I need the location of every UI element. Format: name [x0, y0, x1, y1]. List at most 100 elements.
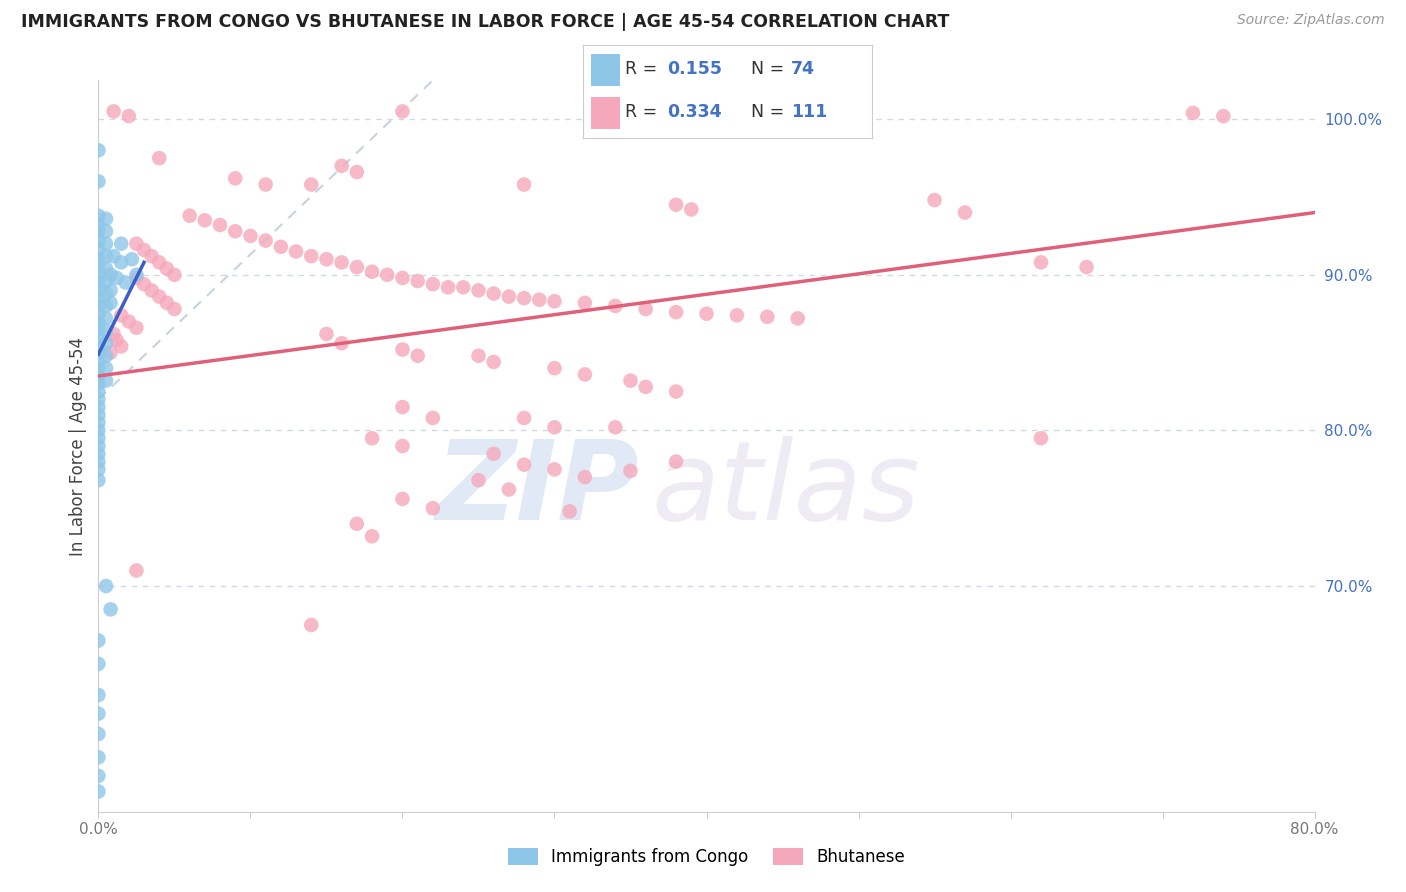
Point	[756, 310, 779, 324]
FancyBboxPatch shape	[591, 54, 620, 86]
Point	[619, 374, 641, 388]
Point	[239, 228, 262, 243]
Point	[94, 236, 117, 251]
Point	[87, 431, 110, 445]
Point	[163, 268, 186, 282]
Point	[132, 243, 155, 257]
Point	[634, 380, 657, 394]
Point	[125, 320, 148, 334]
Point	[513, 291, 536, 305]
Point	[285, 244, 308, 259]
Point	[391, 271, 413, 285]
Point	[87, 473, 110, 487]
Point	[605, 420, 627, 434]
Point	[605, 299, 627, 313]
Point	[634, 301, 657, 316]
Point	[437, 280, 460, 294]
Point	[361, 529, 384, 543]
Point	[94, 311, 117, 326]
Point	[87, 314, 110, 328]
Point	[467, 349, 489, 363]
Point	[1029, 431, 1052, 445]
Point	[1076, 260, 1098, 274]
Text: 0.155: 0.155	[666, 60, 723, 78]
Point	[270, 240, 292, 254]
Point	[346, 516, 368, 531]
Point	[513, 411, 536, 425]
Point	[141, 249, 163, 263]
Point	[87, 234, 110, 248]
Point	[114, 276, 136, 290]
Point	[87, 706, 110, 721]
Point	[87, 454, 110, 468]
Point	[315, 326, 337, 341]
Point	[361, 265, 384, 279]
Text: IMMIGRANTS FROM CONGO VS BHUTANESE IN LABOR FORCE | AGE 45-54 CORRELATION CHART: IMMIGRANTS FROM CONGO VS BHUTANESE IN LA…	[21, 13, 949, 31]
Point	[94, 324, 117, 338]
Point	[543, 462, 565, 476]
Point	[148, 151, 170, 165]
Point	[118, 109, 141, 123]
Point	[299, 618, 322, 632]
Point	[194, 213, 217, 227]
Text: 0.334: 0.334	[666, 103, 721, 121]
Point	[696, 307, 718, 321]
Point	[156, 295, 179, 310]
Point	[125, 236, 148, 251]
Point	[209, 218, 232, 232]
Point	[100, 268, 122, 282]
Point	[330, 336, 353, 351]
Point	[125, 268, 148, 282]
Point	[453, 280, 475, 294]
Point	[141, 284, 163, 298]
Point	[254, 234, 277, 248]
Text: ZIP: ZIP	[436, 436, 640, 543]
Point	[87, 392, 110, 407]
Point	[224, 224, 246, 238]
Point	[87, 284, 110, 298]
Point	[665, 384, 688, 399]
Point	[110, 308, 132, 322]
Point	[103, 326, 125, 341]
Point	[953, 205, 976, 219]
Point	[529, 293, 551, 307]
Point	[725, 308, 748, 322]
Point	[1029, 255, 1052, 269]
Legend: Immigrants from Congo, Bhutanese: Immigrants from Congo, Bhutanese	[501, 841, 912, 873]
Point	[110, 255, 132, 269]
Point	[406, 274, 429, 288]
Point	[110, 339, 132, 353]
Point	[94, 374, 117, 388]
Point	[87, 243, 110, 257]
Point	[467, 284, 489, 298]
Point	[103, 104, 125, 119]
Y-axis label: In Labor Force | Age 45-54: In Labor Force | Age 45-54	[69, 336, 87, 556]
Point	[482, 447, 505, 461]
Point	[330, 159, 353, 173]
Point	[513, 178, 536, 192]
Point	[87, 276, 110, 290]
Point	[619, 464, 641, 478]
FancyBboxPatch shape	[591, 97, 620, 129]
Point	[87, 291, 110, 305]
Point	[94, 211, 117, 226]
Point	[391, 439, 413, 453]
Point	[87, 144, 110, 158]
Point	[87, 322, 110, 336]
Point	[125, 271, 148, 285]
Point	[330, 255, 353, 269]
Point	[94, 361, 117, 376]
Point	[346, 165, 368, 179]
Point	[558, 504, 581, 518]
Point	[100, 284, 122, 298]
Point	[87, 727, 110, 741]
Point	[94, 224, 117, 238]
Text: Source: ZipAtlas.com: Source: ZipAtlas.com	[1237, 13, 1385, 28]
Point	[224, 171, 246, 186]
Point	[87, 376, 110, 391]
Point	[543, 361, 565, 376]
Point	[87, 416, 110, 430]
Point	[87, 307, 110, 321]
Point	[299, 178, 322, 192]
Point	[87, 384, 110, 399]
